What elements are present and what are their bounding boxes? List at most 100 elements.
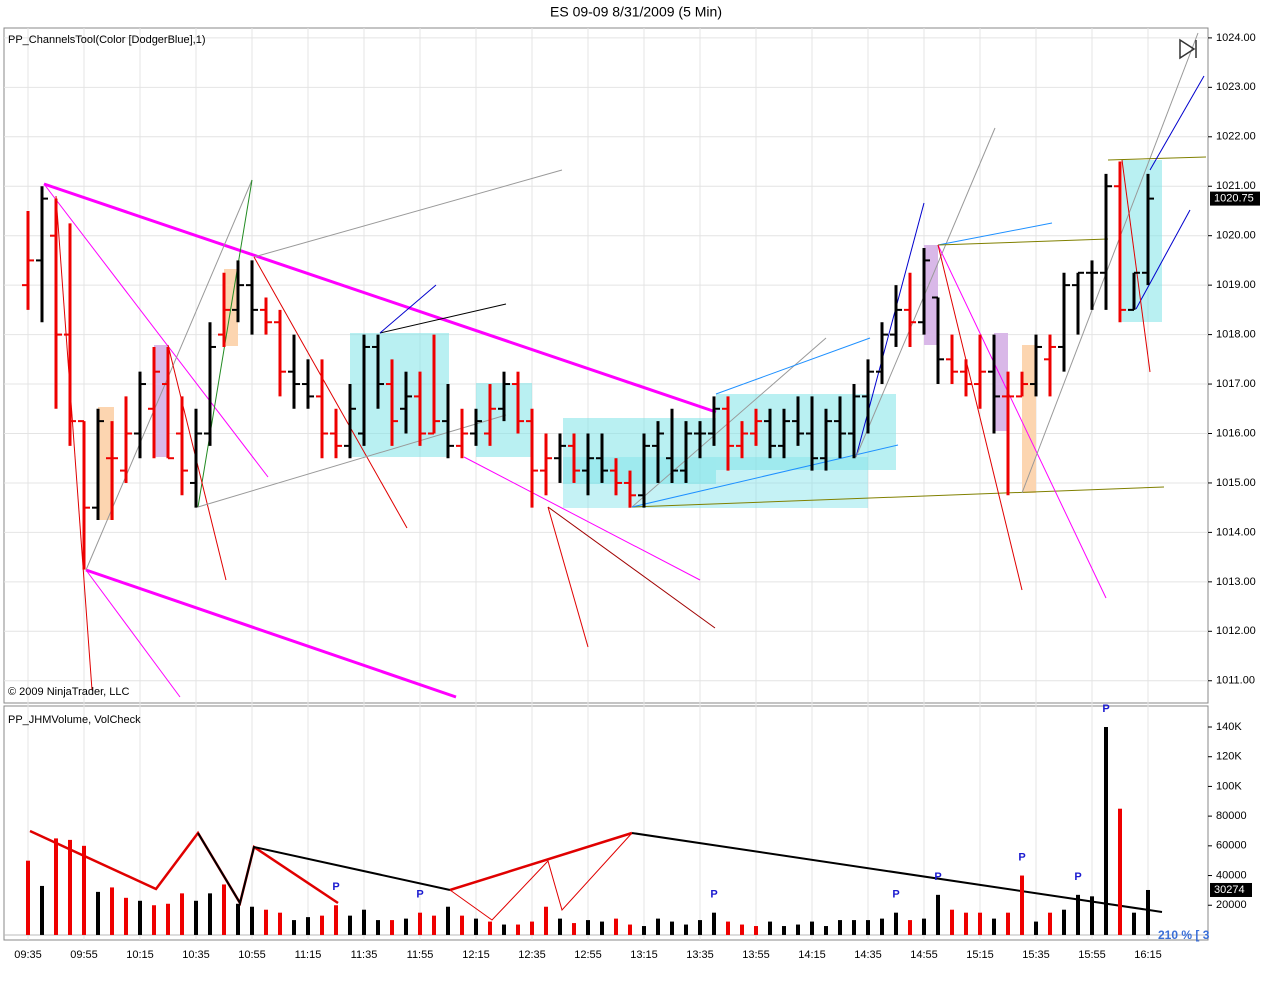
volume-bar (1090, 896, 1094, 935)
y-tick-label: 120K (1216, 751, 1242, 763)
volume-bar (754, 926, 758, 935)
p-marker: P (1102, 703, 1109, 715)
volume-bar (264, 909, 268, 935)
volume-bar (936, 894, 940, 935)
y-tick-label: 1022.00 (1216, 131, 1256, 143)
volume-bar (950, 909, 954, 935)
volume-swing (449, 832, 633, 921)
channel-box (1122, 160, 1162, 322)
x-tick-label: 10:35 (182, 949, 210, 961)
y-tick-label: 1015.00 (1216, 477, 1256, 489)
y-tick-label: 100K (1216, 780, 1242, 792)
y-tick-label: 60000 (1216, 840, 1247, 852)
x-tick-label: 11:55 (407, 949, 434, 961)
trend-line (937, 244, 1107, 599)
y-tick-label: 80000 (1216, 810, 1247, 822)
volume-bar (292, 920, 296, 935)
volume-bar (600, 921, 604, 935)
volume-bar (740, 924, 744, 935)
volume-bar (922, 918, 926, 935)
volume-bar (446, 906, 450, 935)
trend-line (197, 414, 507, 508)
y-tick-label: 1018.00 (1216, 328, 1256, 340)
volume-bar (474, 918, 478, 935)
shade (98, 407, 114, 520)
volume-bar (824, 926, 828, 935)
x-tick-label: 13:15 (630, 949, 658, 961)
volume-bar (222, 884, 226, 935)
trend-line (547, 506, 716, 629)
x-tick-label: 14:55 (910, 949, 938, 961)
volume-bar (1062, 909, 1066, 935)
volume-bar (1118, 808, 1122, 935)
y-tick-label: 1019.00 (1216, 279, 1256, 291)
volume-bar (992, 918, 996, 935)
channel-box (716, 394, 896, 470)
trend-line (379, 303, 507, 334)
volume-bar (572, 923, 576, 935)
trend-line (937, 238, 1109, 246)
x-tick-label: 15:35 (1022, 949, 1050, 961)
copyright: © 2009 NinjaTrader, LLC (8, 686, 129, 698)
volume-bar (586, 920, 590, 935)
volume-bar (40, 885, 44, 935)
volume-bar (1076, 894, 1080, 935)
volume-bar (516, 924, 520, 935)
trend-line (85, 568, 457, 699)
volume-swing (197, 832, 451, 906)
volume-bar (96, 891, 100, 935)
x-tick-label: 12:15 (462, 949, 490, 961)
volume-bar (614, 918, 618, 935)
p-marker: P (332, 881, 339, 893)
volume-bar (1132, 912, 1136, 935)
volume-bar (180, 893, 184, 935)
shade (154, 345, 168, 457)
last-volume-label: 30274 (1214, 884, 1245, 896)
volume-bar (166, 903, 170, 935)
volume-bar (138, 900, 142, 935)
trend-line (937, 222, 1053, 246)
p-marker: P (1018, 851, 1025, 863)
trend-line (1135, 209, 1191, 310)
p-marker: P (892, 889, 899, 901)
last-volume-box (1210, 882, 1252, 897)
volume-bar (334, 905, 338, 935)
volume-bar (768, 921, 772, 935)
y-tick-label: 1020.00 (1216, 230, 1256, 242)
volume-bar (698, 920, 702, 935)
trend-line (547, 506, 589, 648)
volume-bar (82, 845, 86, 935)
volume-bar (502, 924, 506, 935)
trend-line (85, 569, 181, 698)
p-marker: P (934, 871, 941, 883)
x-tick-label: 12:35 (518, 949, 546, 961)
p-marker: P (1074, 871, 1081, 883)
volume-bar (894, 912, 898, 935)
volume-bar (432, 915, 436, 935)
volume-bar (68, 839, 72, 935)
y-tick-label: 1016.00 (1216, 427, 1256, 439)
last-price-label: 1020.75 (1214, 193, 1254, 205)
y-tick-label: 1013.00 (1216, 576, 1256, 588)
trend-line (1021, 32, 1199, 494)
last-price-box (1210, 191, 1260, 206)
volume-bar (908, 920, 912, 935)
volume-bar (838, 920, 842, 935)
y-tick-label: 1023.00 (1216, 81, 1256, 93)
volume-bar (390, 920, 394, 935)
volume-bar (964, 912, 968, 935)
x-tick-label: 13:55 (742, 949, 770, 961)
volume-swing (449, 831, 633, 892)
volume-bar (782, 926, 786, 935)
play-icon[interactable] (1179, 38, 1197, 60)
x-tick-label: 15:15 (966, 949, 994, 961)
volume-bar (642, 926, 646, 935)
volume-bar (1006, 912, 1010, 935)
trend-line (379, 284, 437, 334)
volume-bar (152, 905, 156, 935)
trend-line (253, 169, 563, 258)
y-tick-label: 1011.00 (1216, 675, 1255, 687)
volume-bar (348, 915, 352, 935)
y-tick-label: 1024.00 (1216, 32, 1256, 44)
